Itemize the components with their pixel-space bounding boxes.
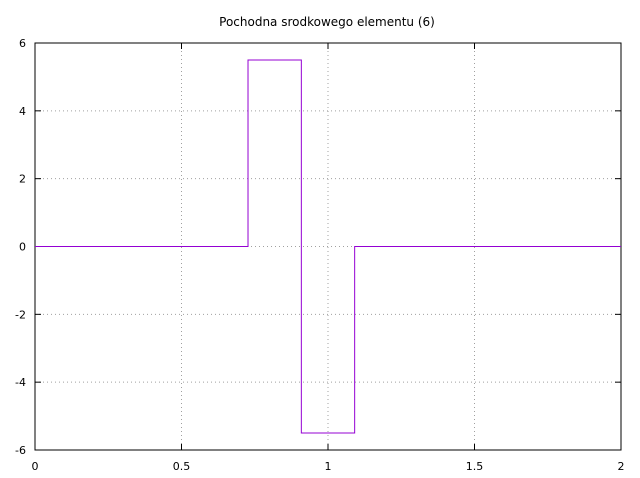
- x-tick-label: 2: [618, 460, 625, 473]
- y-tick-label: 4: [19, 105, 26, 118]
- x-tick-labels: 0 0.5 1 1.5 2: [32, 460, 625, 473]
- series: [35, 59, 621, 434]
- x-tick-label: 1.5: [466, 460, 484, 473]
- y-tick-labels: -6 -4 -2 0 2 4 6: [15, 37, 26, 457]
- y-tick-label: -4: [15, 376, 26, 389]
- y-tick-label: 0: [19, 241, 26, 254]
- y-tick-label: -6: [15, 444, 26, 457]
- ticks: [34, 42, 622, 451]
- chart-title: Pochodna srodkowego elementu (6): [219, 15, 435, 29]
- series-line: [35, 59, 621, 434]
- x-tick-label: 1: [325, 460, 332, 473]
- x-tick-label: 0: [32, 460, 39, 473]
- y-tick-label: 6: [19, 37, 26, 50]
- y-tick-label: 2: [19, 173, 26, 186]
- x-tick-label: 0.5: [173, 460, 191, 473]
- y-tick-label: -2: [15, 308, 26, 321]
